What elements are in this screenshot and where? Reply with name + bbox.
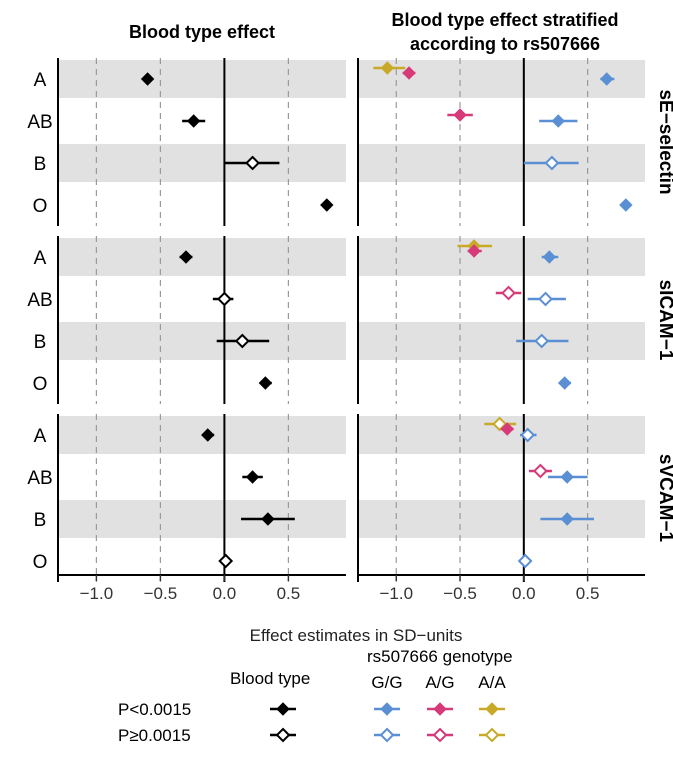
point-O-G/G: [517, 553, 533, 569]
x-tick-label: 0.5: [277, 584, 301, 603]
point-AB-A/G: [532, 463, 548, 479]
band-A: [58, 238, 346, 276]
category-label-B: B: [34, 154, 47, 175]
point-A: [201, 428, 215, 442]
legend-key-A/G: [432, 727, 448, 743]
x-axis-title: Effect estimates in SD−units: [250, 626, 463, 645]
point-B: [234, 333, 250, 349]
point-AB: [245, 470, 260, 484]
right-panel-1: [357, 236, 645, 404]
strip-label: sVCAM−1: [655, 454, 673, 543]
x-tick-label: −1.0: [379, 584, 413, 603]
category-label-A: A: [34, 426, 47, 447]
x-tick-label: −0.5: [443, 584, 477, 603]
legend-row-label: P<0.0015: [118, 700, 191, 719]
category-label-B: B: [34, 510, 47, 531]
right-panel-title-line1: Blood type effect stratified: [391, 10, 618, 30]
band-A: [58, 60, 346, 98]
legend-key-G/G: [380, 702, 394, 716]
point-O: [320, 198, 334, 212]
category-label-O: O: [33, 196, 48, 217]
point-O: [218, 553, 234, 569]
point-A: [140, 72, 155, 86]
point-O-G/G: [619, 198, 633, 212]
point-O: [258, 376, 273, 390]
point-AB: [186, 114, 201, 128]
left-panel-title: Blood type effect: [129, 22, 275, 42]
point-A-A/G: [467, 244, 481, 258]
point-A-G/G: [520, 427, 536, 443]
point-B: [261, 512, 275, 526]
point-O-G/G: [557, 376, 572, 390]
strip-label: sE−selectin: [655, 89, 673, 194]
point-AB-A/G: [453, 108, 467, 122]
legend-key-blood: [276, 702, 290, 716]
x-tick-label: 0.5: [576, 584, 600, 603]
band-B: [358, 500, 645, 538]
point-B-G/G: [544, 155, 560, 171]
category-label-O: O: [33, 374, 48, 395]
point-B-G/G: [534, 333, 550, 349]
panels: AABBOsE−selectinAABBOsICAM−1AABBOsVCAM−1…: [27, 58, 673, 603]
band-B: [58, 500, 346, 538]
point-B: [245, 155, 260, 171]
legend-blood-type-title: Blood type: [230, 669, 310, 688]
legend-genotype-title: rs507666 genotype: [367, 647, 513, 666]
point-AB-A/G: [501, 285, 516, 301]
band-B: [58, 144, 346, 182]
category-label-B: B: [34, 332, 47, 353]
legend-genotype-G/G: G/G: [371, 673, 402, 692]
point-AB-G/G: [538, 291, 553, 307]
category-label-A: A: [34, 70, 47, 91]
category-label-O: O: [33, 552, 48, 573]
category-label-AB: AB: [27, 112, 52, 133]
left-panel-0: [57, 58, 346, 226]
band-B: [358, 322, 645, 360]
point-A-A/A: [380, 61, 395, 75]
category-label-AB: AB: [27, 290, 52, 311]
legend-genotype-A/A: A/A: [478, 673, 506, 692]
legend: Blood type rs507666 genotype G/G A/G A/A P<0.…: [118, 647, 513, 745]
right-panel-title-line2: according to rs507666: [410, 34, 600, 54]
point-AB-G/G: [560, 470, 574, 484]
point-A-G/G: [542, 250, 557, 264]
point-A-A/G: [500, 422, 514, 436]
category-label-AB: AB: [27, 468, 52, 489]
legend-key-A/G: [433, 702, 447, 716]
point-A-A/G: [402, 66, 416, 80]
point-AB: [216, 291, 232, 307]
left-panel-1: [57, 236, 346, 404]
band-A: [358, 60, 645, 98]
x-tick-label: −1.0: [80, 584, 114, 603]
x-tick-label: 0.0: [213, 584, 237, 603]
legend-key-G/G: [379, 727, 395, 743]
category-label-A: A: [34, 248, 47, 269]
legend-key-blood: [275, 727, 291, 743]
legend-genotype-A/G: A/G: [425, 673, 454, 692]
legend-row-label: P≥0.0015: [118, 726, 191, 745]
right-x-axis: −1.0 −0.5 0.0 0.5: [358, 574, 645, 603]
left-x-axis: −1.0 −0.5 0.0 0.5: [58, 574, 346, 603]
legend-key-A/A: [485, 702, 499, 716]
left-panel-2: [57, 414, 346, 582]
right-panel-2: [357, 414, 645, 582]
band-B: [358, 144, 645, 182]
legend-key-A/A: [484, 727, 500, 743]
point-AB-G/G: [551, 114, 565, 128]
band-B: [58, 322, 346, 360]
x-tick-label: 0.0: [512, 584, 536, 603]
point-A: [179, 250, 193, 264]
point-A-G/G: [600, 72, 614, 86]
right-panel-0: [357, 58, 645, 226]
x-tick-label: −0.5: [144, 584, 178, 603]
point-B-G/G: [560, 512, 574, 526]
band-A: [358, 238, 645, 276]
strip-label: sICAM−1: [655, 280, 673, 361]
